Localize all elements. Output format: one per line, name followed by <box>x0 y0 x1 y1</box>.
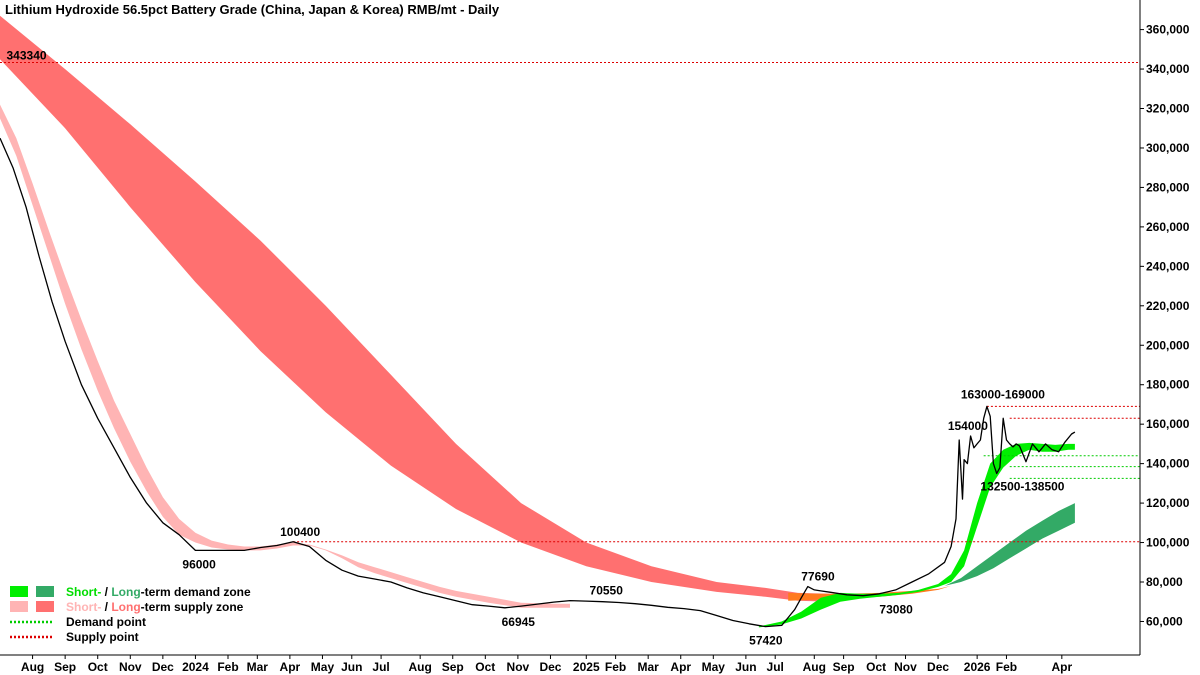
price-line <box>0 137 1076 628</box>
y-tick-label: 340,000 <box>1146 62 1190 76</box>
price-annotation: 57420 <box>749 634 783 648</box>
x-tick-label: Sep <box>442 660 464 674</box>
x-tick-label: 2025 <box>573 660 600 674</box>
legend-label: Short- / Long-term demand zone <box>66 585 251 599</box>
legend-label-part: Long <box>111 600 140 614</box>
y-tick-label: 100,000 <box>1146 536 1190 550</box>
price-annotation: 163000-169000 <box>961 387 1045 401</box>
price-annotation: 132500-138500 <box>980 479 1064 493</box>
legend-swatch-long <box>36 601 54 612</box>
x-tick-label: Mar <box>247 660 269 674</box>
y-tick-label: 60,000 <box>1146 614 1183 628</box>
x-tick-label: Jul <box>767 660 784 674</box>
y-tick-label: 180,000 <box>1146 378 1190 392</box>
y-tick-label: 160,000 <box>1146 417 1190 431</box>
y-tick-label: 140,000 <box>1146 457 1190 471</box>
x-tick-label: Jun <box>735 660 756 674</box>
y-tick-label: 200,000 <box>1146 338 1190 352</box>
y-axis: 60,000 80,000 100,000 120,000 140,000 160,000… <box>1140 23 1190 628</box>
annotations: 343340 96000 100400 66945 70550 57420 77690 730… <box>7 48 1065 647</box>
x-tick-label: Nov <box>119 660 142 674</box>
legend-label-part: -term demand zone <box>141 585 251 599</box>
x-tick-label: Dec <box>927 660 949 674</box>
short-term-supply-zone <box>0 104 570 608</box>
legend-label-part: Short- <box>66 585 101 599</box>
y-tick-label: 320,000 <box>1146 102 1190 116</box>
legend-swatch-short <box>10 601 28 612</box>
x-tick-label: Feb <box>605 660 626 674</box>
y-tick-label: 260,000 <box>1146 220 1190 234</box>
legend-label-part: -term supply zone <box>141 600 244 614</box>
plot-area <box>0 0 1141 656</box>
x-tick-label: Apr <box>1051 660 1072 674</box>
legend-label: Supply point <box>66 630 139 644</box>
y-tick-label: 360,000 <box>1146 23 1190 37</box>
x-tick-label: Nov <box>507 660 530 674</box>
y-tick-label: 220,000 <box>1146 299 1190 313</box>
price-annotation: 70550 <box>590 584 624 598</box>
y-tick-label: 280,000 <box>1146 180 1190 194</box>
legend-label-part: Long <box>111 585 140 599</box>
short-term-demand-zone <box>758 442 1075 628</box>
y-tick-label: 80,000 <box>1146 575 1183 589</box>
x-tick-label: 2024 <box>182 660 209 674</box>
x-tick-label: Jun <box>341 660 362 674</box>
x-tick-label: Oct <box>88 660 108 674</box>
x-tick-label: Dec <box>539 660 561 674</box>
y-tick-label: 120,000 <box>1146 496 1190 510</box>
x-tick-label: Apr <box>670 660 691 674</box>
x-tick-label: May <box>311 660 335 674</box>
x-tick-label: Jul <box>372 660 389 674</box>
legend-swatch-short <box>10 586 28 597</box>
price-annotation: 96000 <box>182 557 216 571</box>
price-annotation: 77690 <box>801 570 835 584</box>
legend-label-part: / <box>101 585 111 599</box>
x-tick-label: Aug <box>803 660 826 674</box>
legend-label: Demand point <box>66 615 146 629</box>
x-tick-label: Oct <box>866 660 886 674</box>
x-tick-label: Sep <box>833 660 855 674</box>
legend-label-part: Short- <box>66 600 101 614</box>
x-tick-label: Nov <box>894 660 917 674</box>
x-tick-label: Feb <box>217 660 238 674</box>
price-annotation: 100400 <box>280 525 320 539</box>
x-tick-label: 2026 <box>964 660 991 674</box>
legend-label-part: Supply point <box>66 630 139 644</box>
x-tick-label: May <box>702 660 726 674</box>
legend-swatch-long <box>36 586 54 597</box>
x-tick-label: Aug <box>21 660 44 674</box>
price-annotation: 154000 <box>948 419 988 433</box>
legend-label-part: / <box>101 600 111 614</box>
legend-label-part: Demand point <box>66 615 146 629</box>
price-annotation: 73080 <box>879 603 913 617</box>
x-tick-label: Feb <box>996 660 1017 674</box>
x-tick-label: Oct <box>475 660 495 674</box>
x-axis: Aug Sep Oct Nov Dec 2024 Feb Mar Apr May Jun Jul Aug… <box>21 655 1072 674</box>
price-annotation: 343340 <box>7 48 47 62</box>
x-tick-label: Apr <box>280 660 301 674</box>
x-tick-label: Mar <box>637 660 659 674</box>
x-tick-label: Aug <box>409 660 432 674</box>
y-tick-label: 240,000 <box>1146 259 1190 273</box>
legend-label: Short- / Long-term supply zone <box>66 600 244 614</box>
price-annotation: 66945 <box>502 615 536 629</box>
chart-title: Lithium Hydroxide 56.5pct Battery Grade … <box>5 2 500 17</box>
x-tick-label: Sep <box>54 660 76 674</box>
y-tick-label: 300,000 <box>1146 141 1190 155</box>
long-term-demand-zone <box>944 503 1075 586</box>
x-tick-label: Dec <box>152 660 174 674</box>
